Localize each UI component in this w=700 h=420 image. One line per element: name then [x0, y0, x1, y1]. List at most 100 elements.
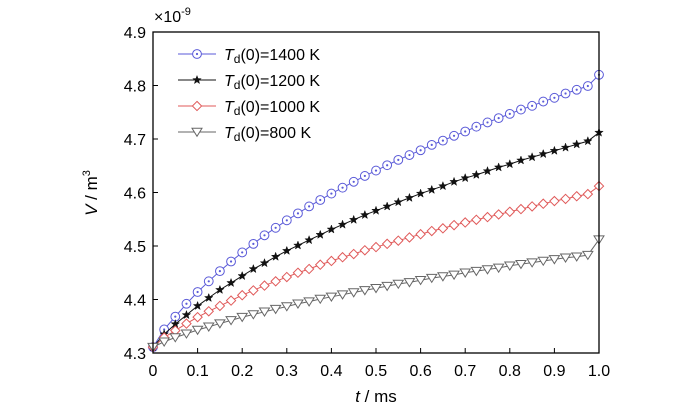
data-point-s3-39	[581, 250, 594, 261]
data-point-s1-24	[415, 188, 426, 198]
legend-marker-3	[191, 127, 203, 138]
data-point-s1-3	[181, 309, 192, 320]
data-point-s2-27	[448, 219, 460, 231]
data-point-s0-27	[449, 130, 459, 141]
data-point-s0-22	[393, 154, 404, 165]
data-point-s1-27	[449, 176, 459, 186]
y-axis: 4.3 4.4 4.5 4.6 4.7 4.8 4.9	[124, 25, 158, 363]
data-point-s0-19	[359, 171, 370, 181]
data-point-s0-17	[337, 182, 348, 193]
data-point-s2-38	[571, 190, 583, 202]
x-tick-label: 1.0	[588, 363, 610, 380]
y-axis-label: V / m3	[81, 170, 101, 216]
data-point-s1-6	[215, 284, 225, 295]
data-point-s0-13	[293, 208, 303, 219]
x-tick-label: 0.1	[186, 363, 208, 380]
data-point-s1-30	[482, 165, 493, 176]
data-point-s2-4	[192, 311, 203, 323]
data-point-s1-17	[337, 219, 348, 229]
data-point-s0-30	[482, 117, 493, 128]
x-tick-label: 0.6	[409, 363, 431, 380]
data-point-s1-9	[248, 263, 259, 274]
data-point-s3-38	[570, 252, 583, 262]
data-point-s1-5	[203, 292, 214, 303]
data-point-s0-5	[203, 276, 214, 287]
data-point-s0-12	[281, 215, 292, 226]
y-tick-label: 4.5	[124, 239, 146, 256]
data-point-s1-8	[237, 270, 248, 281]
data-point-s0-15	[315, 195, 326, 205]
data-point-s1-31	[493, 162, 504, 172]
data-point-s3-8	[236, 312, 249, 323]
y-tick-label: 4.4	[124, 293, 146, 310]
data-point-s1-20	[371, 205, 381, 215]
data-point-s2-17	[337, 251, 348, 263]
data-point-s3-15	[314, 294, 327, 305]
legend-marker-2	[191, 100, 203, 112]
data-point-s1-26	[438, 180, 448, 191]
data-point-s1-12	[281, 245, 292, 255]
data-point-s3-24	[414, 275, 427, 286]
x-axis-label: t / ms	[355, 387, 397, 406]
data-point-s0-6	[215, 266, 225, 277]
data-point-s0-14	[304, 201, 315, 212]
data-point-s1-15	[315, 229, 326, 239]
y-multiplier-exponent: -9	[181, 6, 191, 18]
data-point-s3-17	[336, 290, 349, 300]
data-point-s1-28	[460, 172, 471, 183]
data-point-s2-8	[236, 289, 248, 301]
data-point-s3-10	[258, 307, 271, 317]
data-point-s0-33	[516, 104, 526, 115]
data-point-s0-7	[226, 256, 236, 267]
data-point-s0-8	[237, 247, 248, 258]
data-point-s2-36	[549, 195, 560, 207]
data-point-s3-1	[158, 337, 171, 347]
data-point-s1-33	[516, 155, 526, 165]
data-point-s0-29	[471, 121, 482, 132]
data-point-s2-5	[203, 305, 215, 317]
y-tick-label: 4.7	[124, 132, 146, 149]
y-tick-label: 4.9	[124, 25, 146, 42]
data-point-s1-7	[226, 277, 236, 288]
legend-label-0: Td(0)=1400 K	[224, 47, 320, 66]
series-line-1	[152, 132, 600, 348]
data-point-s2-3	[181, 318, 192, 329]
data-point-s2-34	[526, 201, 538, 212]
data-point-s1-34	[527, 152, 537, 162]
data-point-s3-7	[225, 316, 237, 326]
y-tick-label: 4.6	[124, 186, 146, 203]
data-point-s3-2	[169, 333, 182, 343]
data-point-s0-34	[527, 100, 537, 111]
data-point-s2-11	[270, 276, 281, 287]
data-point-s0-26	[438, 135, 448, 146]
data-point-s3-32	[503, 261, 516, 271]
data-point-s2-28	[459, 217, 471, 228]
data-point-s1-4	[192, 300, 203, 311]
data-point-s1-18	[348, 214, 359, 224]
data-point-s1-22	[393, 196, 404, 207]
data-point-s1-38	[571, 139, 582, 149]
data-point-s1-35	[538, 148, 549, 159]
data-point-s2-26	[437, 223, 449, 234]
data-point-s2-32	[504, 206, 516, 218]
data-point-s1-19	[359, 209, 370, 220]
data-point-s3-13	[292, 299, 304, 309]
data-point-s2-20	[370, 241, 382, 253]
data-point-s2-6	[214, 300, 226, 312]
data-point-s0-37	[560, 88, 571, 99]
data-point-s2-37	[560, 193, 571, 205]
data-point-s3-11	[269, 304, 282, 315]
data-point-s2-33	[515, 203, 527, 215]
data-point-s3-20	[370, 284, 382, 294]
data-point-s0-23	[404, 150, 415, 160]
data-point-s0-24	[415, 145, 426, 156]
data-point-s3-35	[537, 256, 550, 267]
data-point-s1-10	[259, 257, 270, 268]
data-point-s2-15	[314, 259, 326, 271]
data-point-s1-29	[471, 169, 482, 179]
data-point-s3-23	[403, 278, 416, 288]
data-point-s0-38	[571, 84, 582, 95]
data-point-s0-16	[326, 188, 337, 199]
data-point-s1-21	[382, 201, 393, 211]
